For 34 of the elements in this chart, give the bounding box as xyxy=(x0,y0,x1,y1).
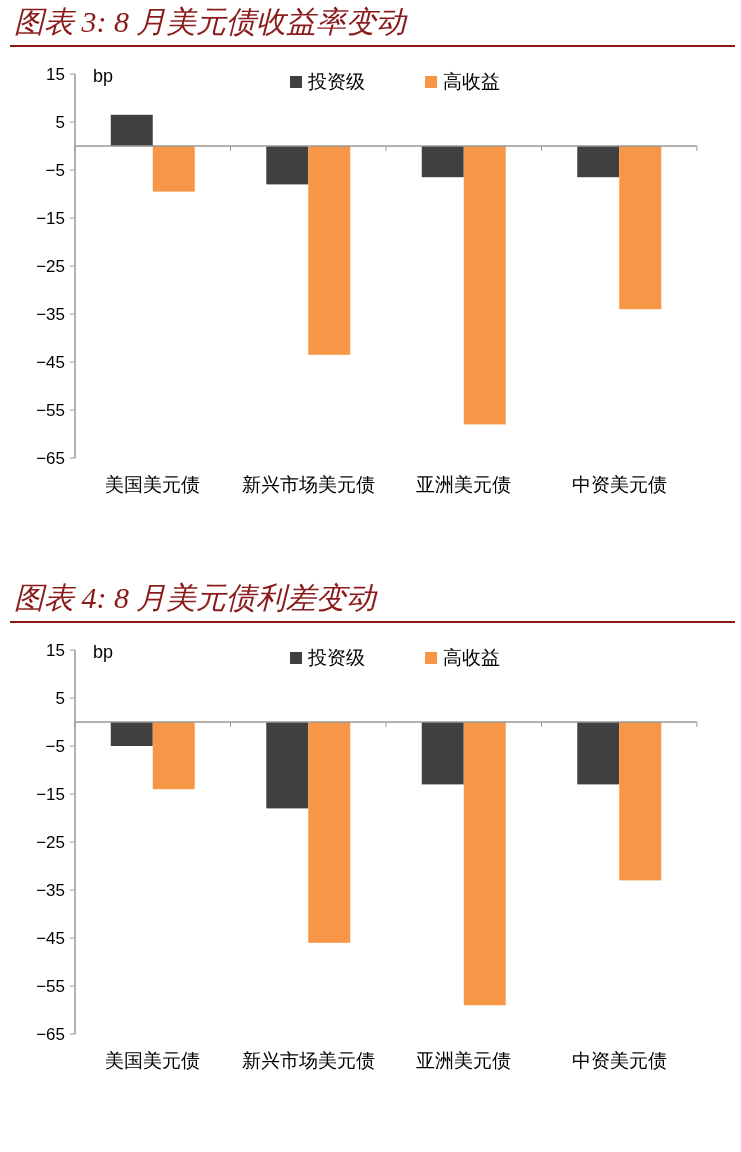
chart-title: 图表 3: 8 月美元债收益率变动 xyxy=(14,5,409,38)
x-tick-label: 新兴市场美元债 xyxy=(241,474,375,495)
legend-label: 高收益 xyxy=(443,71,500,92)
legend-label: 投资级 xyxy=(307,647,365,668)
y-tick-label: −45 xyxy=(36,353,65,372)
y-tick-label: −35 xyxy=(36,305,65,324)
y-tick-label: −5 xyxy=(45,737,65,756)
x-tick-label: 美国美元债 xyxy=(105,1050,201,1071)
y-tick-label: 15 xyxy=(46,641,65,660)
legend-label: 投资级 xyxy=(307,71,365,92)
y-tick-label: −25 xyxy=(36,833,65,852)
x-tick-label: 亚洲美元债 xyxy=(416,1050,512,1071)
y-axis-title: bp xyxy=(93,642,114,662)
x-tick-label: 美国美元债 xyxy=(105,474,201,495)
y-tick-label: 5 xyxy=(55,113,65,132)
y-tick-label: 15 xyxy=(46,65,65,84)
x-tick-label: 亚洲美元债 xyxy=(416,474,512,495)
chart-title: 图表 4: 8 月美元债利差变动 xyxy=(14,581,379,614)
y-axis-title: bp xyxy=(93,66,114,86)
y-tick-label: −65 xyxy=(36,449,65,468)
y-tick-label: −55 xyxy=(36,401,65,420)
x-tick-label: 中资美元债 xyxy=(571,1050,667,1071)
y-tick-label: 5 xyxy=(55,689,65,708)
x-tick-label: 新兴市场美元债 xyxy=(241,1050,375,1071)
y-tick-label: −5 xyxy=(45,161,65,180)
y-tick-label: −55 xyxy=(36,977,65,996)
y-tick-label: −65 xyxy=(36,1025,65,1044)
y-tick-label: −35 xyxy=(36,881,65,900)
x-tick-label: 中资美元债 xyxy=(571,474,667,495)
y-tick-label: −15 xyxy=(36,785,65,804)
y-tick-label: −15 xyxy=(36,209,65,228)
y-tick-label: −45 xyxy=(36,929,65,948)
y-tick-label: −25 xyxy=(36,257,65,276)
legend-label: 高收益 xyxy=(443,647,500,668)
